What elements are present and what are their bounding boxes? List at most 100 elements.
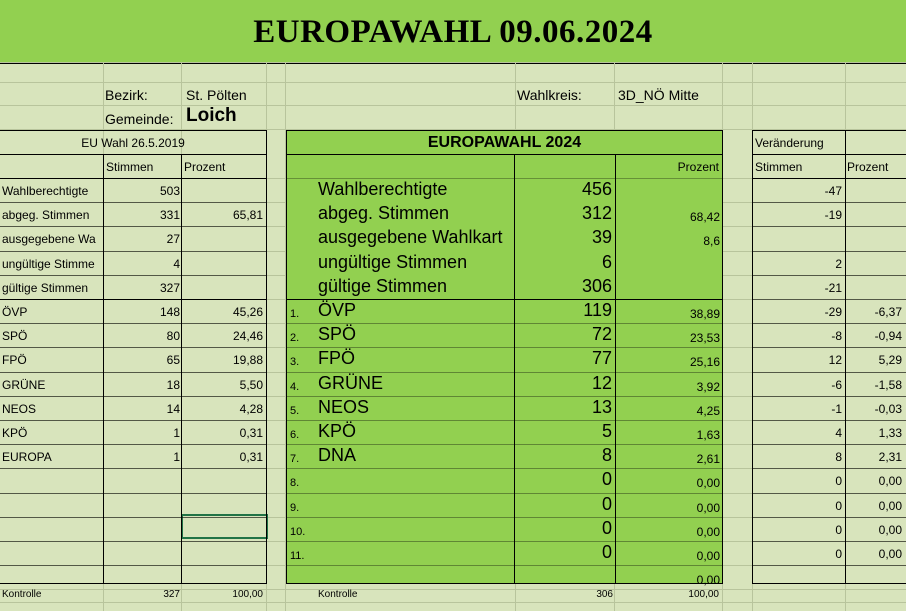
eu2024-row-prozent[interactable]: 0,00 bbox=[696, 525, 720, 539]
eu2024-row-prozent[interactable]: 3,92 bbox=[696, 380, 720, 394]
eu2019-row-stimmen[interactable]: 65 bbox=[166, 353, 180, 367]
eu2019-row-prozent[interactable] bbox=[182, 227, 263, 251]
eu2019-row-prozent[interactable] bbox=[182, 566, 263, 590]
eu2024-row-stimmen[interactable]: 306 bbox=[581, 276, 612, 296]
change-row-stimmen[interactable]: 0 bbox=[835, 499, 842, 513]
change-row-stimmen[interactable]: -21 bbox=[824, 281, 842, 295]
eu2019-row-stimmen[interactable]: 4 bbox=[173, 257, 180, 271]
eu2019-row-prozent[interactable] bbox=[182, 542, 263, 566]
eu2019-row-stimmen[interactable]: 331 bbox=[159, 208, 180, 222]
change-row-stimmen[interactable]: -1 bbox=[831, 402, 842, 416]
eu2024-row-stimmen[interactable]: 0 bbox=[601, 518, 612, 538]
change-row-prozent[interactable] bbox=[846, 566, 902, 590]
kontrolle-2024-stimmen[interactable]: 306 bbox=[596, 589, 613, 600]
eu2024-row-stimmen[interactable]: 5 bbox=[601, 421, 612, 441]
eu2024-row-prozent[interactable]: 1,63 bbox=[696, 428, 720, 442]
eu2019-row-stimmen[interactable] bbox=[104, 542, 180, 566]
change-row-stimmen[interactable]: 0 bbox=[835, 547, 842, 561]
eu2019-row-stimmen[interactable]: 1 bbox=[173, 426, 180, 440]
eu2024-row-stimmen[interactable]: 13 bbox=[591, 397, 612, 417]
change-row-prozent[interactable] bbox=[846, 276, 902, 300]
eu2024-row-prozent[interactable]: 25,16 bbox=[689, 355, 720, 369]
eu2019-row-stimmen[interactable] bbox=[104, 566, 180, 590]
eu2024-row-prozent[interactable]: 8,6 bbox=[703, 234, 720, 248]
gemeinde-value[interactable]: Loich bbox=[186, 105, 237, 126]
eu2024-row-stimmen[interactable]: 456 bbox=[581, 179, 612, 199]
change-row-stimmen[interactable]: -19 bbox=[824, 208, 842, 222]
eu2019-row-stimmen[interactable]: 80 bbox=[166, 329, 180, 343]
change-row-stimmen[interactable]: 0 bbox=[835, 523, 842, 537]
selected-cell-cursor[interactable] bbox=[181, 514, 268, 539]
change-row-prozent[interactable]: 2,31 bbox=[878, 450, 902, 464]
eu2024-row-stimmen[interactable]: 77 bbox=[591, 348, 612, 368]
eu2019-row-stimmen[interactable]: 327 bbox=[159, 281, 180, 295]
eu2024-row-prozent[interactable]: 2,61 bbox=[696, 452, 720, 466]
eu2019-row-prozent[interactable] bbox=[182, 518, 263, 542]
eu2019-row-prozent[interactable]: 65,81 bbox=[232, 208, 263, 222]
eu2019-row-prozent[interactable] bbox=[182, 252, 263, 276]
change-row-stimmen[interactable]: 8 bbox=[835, 450, 842, 464]
eu2019-row-prozent[interactable]: 24,46 bbox=[232, 329, 263, 343]
eu2019-row-stimmen[interactable]: 18 bbox=[166, 378, 180, 392]
eu2024-row-stimmen[interactable]: 72 bbox=[591, 324, 612, 344]
eu2024-row-prozent[interactable]: 4,25 bbox=[696, 404, 720, 418]
change-row-stimmen[interactable]: 0 bbox=[835, 474, 842, 488]
bezirk-value[interactable]: St. Pölten bbox=[186, 87, 247, 103]
change-row-prozent[interactable]: 0,00 bbox=[878, 474, 902, 488]
change-row-stimmen[interactable]: 4 bbox=[835, 426, 842, 440]
eu2024-row-stimmen[interactable]: 0 bbox=[601, 469, 612, 489]
change-row-prozent[interactable]: 0,00 bbox=[878, 523, 902, 537]
eu2024-row-stimmen[interactable]: 119 bbox=[583, 300, 612, 320]
change-row-stimmen[interactable] bbox=[753, 566, 842, 590]
eu2019-row-prozent[interactable]: 19,88 bbox=[232, 353, 263, 367]
change-row-stimmen[interactable] bbox=[753, 227, 842, 251]
eu2024-row-prozent[interactable]: 0,00 bbox=[696, 573, 720, 587]
kontrolle-2019-prozent[interactable]: 100,00 bbox=[232, 589, 263, 600]
eu2024-row-prozent[interactable]: 0,00 bbox=[696, 549, 720, 563]
change-row-prozent[interactable] bbox=[846, 252, 902, 276]
eu2024-row-stimmen[interactable]: 6 bbox=[601, 252, 612, 272]
eu2019-row-prozent[interactable]: 5,50 bbox=[239, 378, 263, 392]
eu2024-row-stimmen[interactable]: 312 bbox=[581, 203, 612, 223]
eu2024-row-prozent[interactable]: 68,42 bbox=[689, 210, 720, 224]
change-row-prozent[interactable] bbox=[846, 227, 902, 251]
change-row-stimmen[interactable]: -29 bbox=[824, 305, 842, 319]
eu2019-row-prozent[interactable]: 4,28 bbox=[239, 402, 263, 416]
eu2019-row-prozent[interactable]: 0,31 bbox=[239, 450, 263, 464]
eu2019-row-stimmen[interactable] bbox=[104, 469, 180, 493]
eu2019-row-stimmen[interactable]: 148 bbox=[159, 305, 180, 319]
change-row-prozent[interactable]: -1,58 bbox=[874, 378, 902, 392]
kontrolle-2019-stimmen[interactable]: 327 bbox=[163, 589, 180, 600]
eu2019-row-stimmen[interactable]: 14 bbox=[166, 402, 180, 416]
kontrolle-2024-prozent[interactable]: 100,00 bbox=[688, 589, 719, 600]
eu2019-row-prozent[interactable] bbox=[182, 179, 263, 203]
eu2019-row-stimmen[interactable]: 1 bbox=[173, 450, 180, 464]
eu2019-row-prozent[interactable] bbox=[182, 469, 263, 493]
eu2024-row-stimmen[interactable]: 0 bbox=[601, 542, 612, 562]
change-row-prozent[interactable]: -6,37 bbox=[874, 305, 902, 319]
change-row-stimmen[interactable]: 12 bbox=[828, 353, 842, 367]
change-row-prozent[interactable]: -0,94 bbox=[874, 329, 902, 343]
eu2019-row-stimmen[interactable] bbox=[104, 494, 180, 518]
eu2019-row-prozent[interactable] bbox=[182, 276, 263, 300]
change-row-prozent[interactable]: 5,29 bbox=[878, 353, 902, 367]
eu2024-row-prozent[interactable] bbox=[616, 181, 720, 205]
eu2024-row-stimmen[interactable]: 8 bbox=[601, 445, 612, 465]
eu2019-row-prozent[interactable]: 0,31 bbox=[239, 426, 263, 440]
change-row-prozent[interactable]: 0,00 bbox=[878, 547, 902, 561]
change-row-prozent[interactable] bbox=[846, 179, 902, 203]
eu2024-row-stimmen[interactable]: 39 bbox=[591, 227, 612, 247]
eu2024-row-prozent[interactable]: 38,89 bbox=[689, 307, 720, 321]
eu2024-row-prozent[interactable]: 0,00 bbox=[696, 501, 720, 515]
eu2019-row-prozent[interactable] bbox=[182, 494, 263, 518]
eu2019-row-stimmen[interactable]: 27 bbox=[166, 232, 180, 246]
eu2019-row-stimmen[interactable]: 503 bbox=[159, 184, 180, 198]
eu2024-row-prozent[interactable]: 0,00 bbox=[696, 476, 720, 490]
change-row-prozent[interactable]: -0,03 bbox=[874, 402, 902, 416]
eu2024-row-prozent[interactable]: 23,53 bbox=[689, 331, 720, 345]
eu2024-row-stimmen[interactable] bbox=[516, 564, 612, 588]
change-row-prozent[interactable]: 0,00 bbox=[878, 499, 902, 513]
wahlkreis-value[interactable]: 3D_NÖ Mitte bbox=[618, 87, 699, 103]
change-row-stimmen[interactable]: -6 bbox=[831, 378, 842, 392]
change-row-prozent[interactable]: 1,33 bbox=[878, 426, 902, 440]
